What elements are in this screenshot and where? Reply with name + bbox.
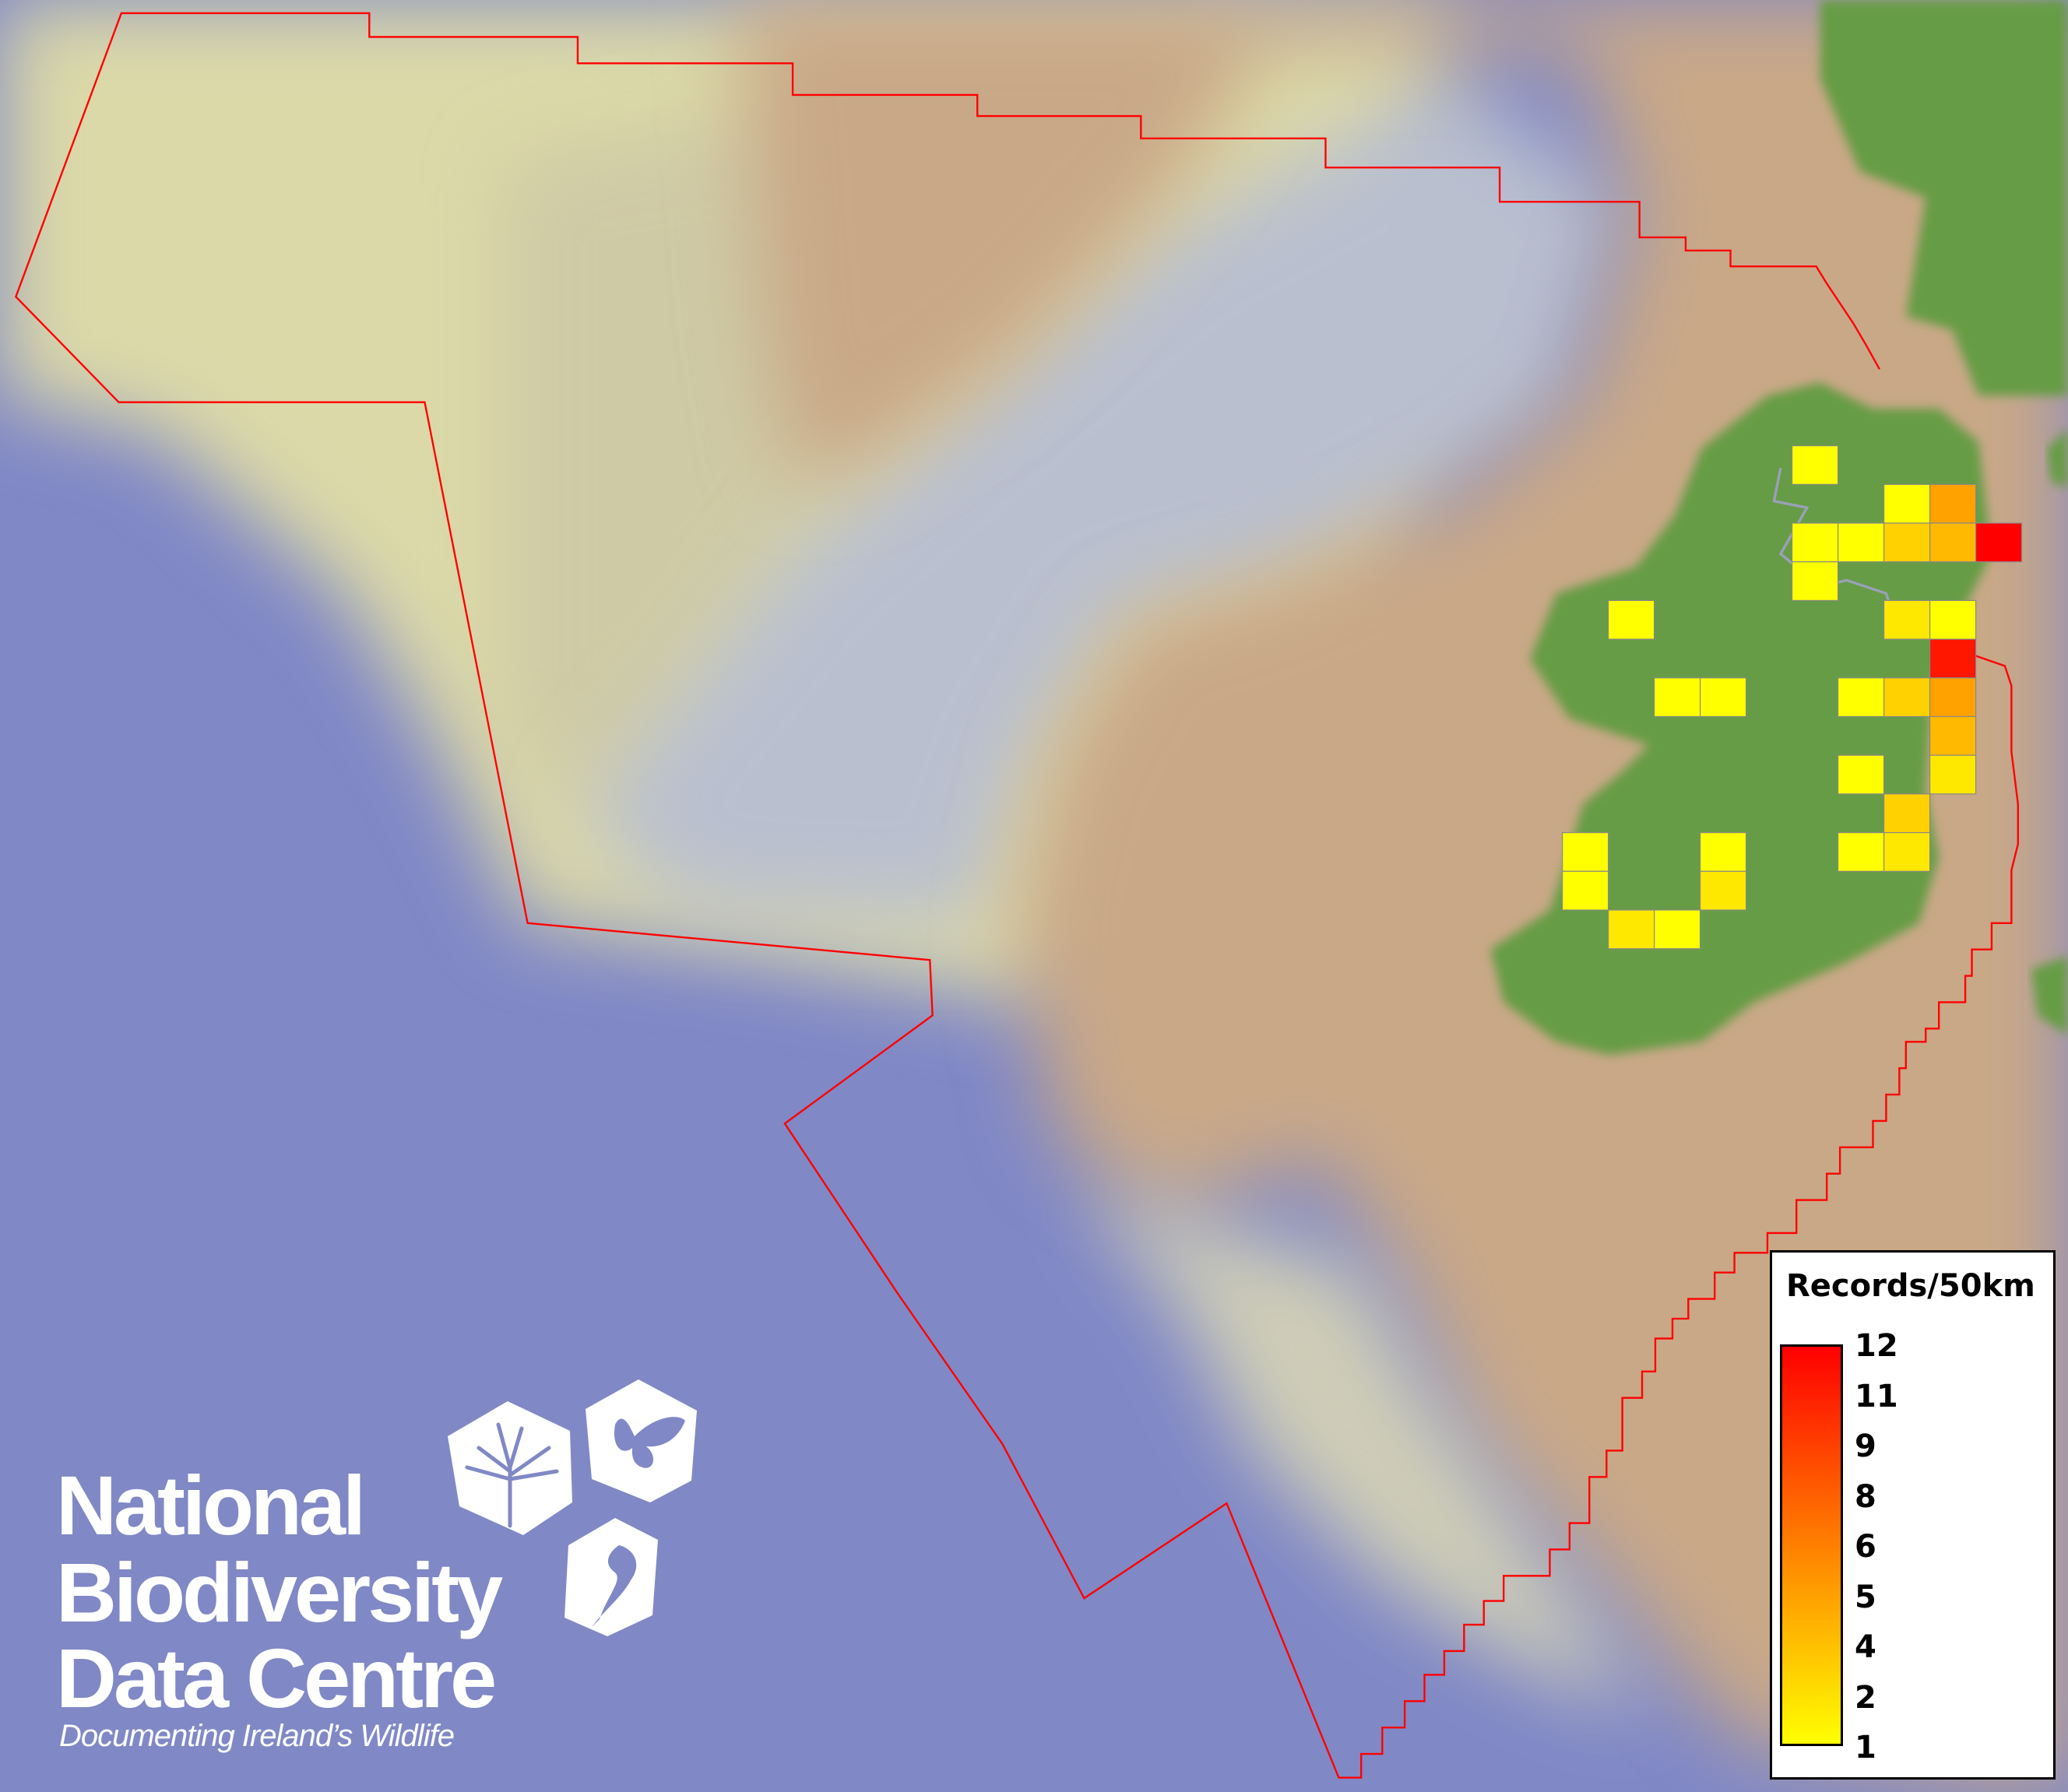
legend-tick-label: 12 xyxy=(1855,1328,1898,1364)
grid-cell[interactable] xyxy=(1792,522,1839,563)
legend-tick-label: 4 xyxy=(1855,1629,1876,1665)
butterfly-icon xyxy=(586,1379,697,1502)
legend-tick-label: 1 xyxy=(1855,1730,1876,1766)
grid-cell[interactable] xyxy=(1838,754,1885,795)
record-grid-cells xyxy=(1561,444,2023,950)
grid-cell[interactable] xyxy=(1561,831,1609,872)
grid-cell[interactable] xyxy=(1608,599,1655,640)
grid-cell[interactable] xyxy=(1654,909,1701,950)
wales-land xyxy=(2031,956,2068,1035)
grid-cell[interactable] xyxy=(1883,522,1931,563)
grid-cell[interactable] xyxy=(1792,561,1839,602)
logo-line-national: National xyxy=(56,1458,366,1552)
grid-cell[interactable] xyxy=(1883,483,1931,524)
legend-tick-label: 6 xyxy=(1855,1529,1876,1565)
grid-cell[interactable] xyxy=(1929,483,1977,524)
legend-tick-label: 11 xyxy=(1855,1378,1898,1414)
grid-cell[interactable] xyxy=(1929,522,1977,563)
logo-tagline: Documenting Ireland’s Wildlife xyxy=(59,1719,455,1753)
logo-hexagons xyxy=(448,1379,697,1636)
grid-cell[interactable] xyxy=(1929,599,1977,640)
england-land xyxy=(2047,428,2068,488)
legend-tick-label: 2 xyxy=(1855,1679,1876,1716)
grid-cell[interactable] xyxy=(1929,715,1977,756)
grid-cell[interactable] xyxy=(1883,831,1931,872)
grid-cell[interactable] xyxy=(1700,870,1747,911)
boundary-line xyxy=(14,12,2020,1779)
grid-cell[interactable] xyxy=(1883,677,1931,718)
grid-cell[interactable] xyxy=(1608,909,1655,950)
grid-cell[interactable] xyxy=(1838,522,1885,563)
seahorse-icon xyxy=(564,1518,658,1636)
grid-cell[interactable] xyxy=(1654,677,1701,718)
scotland-land xyxy=(1820,0,2068,396)
grid-cell[interactable] xyxy=(1561,870,1609,911)
grid-cell[interactable] xyxy=(1700,677,1747,718)
legend-colorbar xyxy=(1780,1344,1843,1746)
logo-line-biodiversity: Biodiversity xyxy=(56,1545,503,1639)
grid-cell[interactable] xyxy=(1929,677,1977,718)
grid-cell[interactable] xyxy=(1883,599,1931,640)
grid-cell[interactable] xyxy=(1883,793,1931,834)
logo-line-data-centre: Data Centre xyxy=(56,1631,497,1725)
legend: Records/50km 12 11 9 8 6 5 4 2 1 xyxy=(1770,1250,2056,1780)
grid-cell[interactable] xyxy=(1929,754,1977,795)
grid-cell[interactable] xyxy=(1700,831,1747,872)
bay-basin xyxy=(580,79,1623,923)
tree-icon xyxy=(448,1401,572,1535)
grid-cell[interactable] xyxy=(1929,638,1977,679)
legend-tick-label: 9 xyxy=(1855,1428,1876,1464)
legend-title: Records/50km xyxy=(1786,1268,2035,1304)
grid-cell[interactable] xyxy=(1838,831,1885,872)
legend-tick-label: 8 xyxy=(1855,1478,1876,1515)
grid-cell[interactable] xyxy=(1792,444,1839,485)
grid-cell[interactable] xyxy=(1838,677,1885,718)
legend-tick-label: 5 xyxy=(1855,1579,1876,1615)
grid-cell[interactable] xyxy=(1975,522,2023,563)
shelf-slope xyxy=(1081,1186,1649,1715)
